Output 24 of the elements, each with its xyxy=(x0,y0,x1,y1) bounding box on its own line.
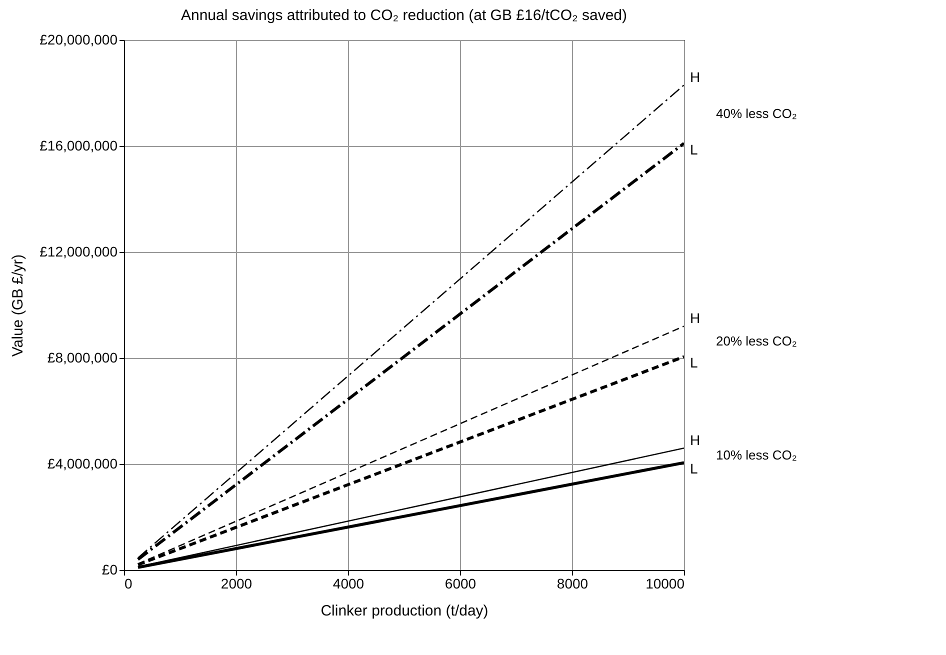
series-label: H xyxy=(690,69,700,86)
text: 10% less CO₂ xyxy=(716,447,797,462)
x-tick-label: 8000 xyxy=(556,576,588,592)
x-tick-label: 6000 xyxy=(444,576,476,592)
y-tick-label: £0 xyxy=(102,562,118,578)
series-label: H xyxy=(690,310,700,326)
y-tick-label: £4,000,000 xyxy=(47,456,118,472)
x-tick-label: 10000 xyxy=(646,576,685,592)
y-tick-label: £12,000,000 xyxy=(40,244,118,260)
text: 20% less CO₂ xyxy=(716,333,797,348)
series-label: L xyxy=(690,354,698,371)
y-axis-title: Value (GB £/yr) xyxy=(10,254,27,357)
x-tick-label: 0 xyxy=(124,576,132,592)
y-tick-label: £16,000,000 xyxy=(40,138,118,154)
x-axis-title: Clinker production (t/day) xyxy=(320,602,488,620)
x-tick-label: 4000 xyxy=(332,576,364,592)
series-label: L xyxy=(690,460,698,477)
text: 40% less CO₂ xyxy=(716,106,797,122)
chart-title: Annual savings attributed to CO₂ reduction (at GB £16/tCO₂ saved) xyxy=(180,7,628,24)
series-label: H xyxy=(690,432,700,448)
y-tick-label: £8,000,000 xyxy=(47,350,118,366)
x-tick-label: 2000 xyxy=(220,576,252,592)
y-tick-label: £20,000,000 xyxy=(40,32,118,48)
series-label: L xyxy=(690,141,698,158)
